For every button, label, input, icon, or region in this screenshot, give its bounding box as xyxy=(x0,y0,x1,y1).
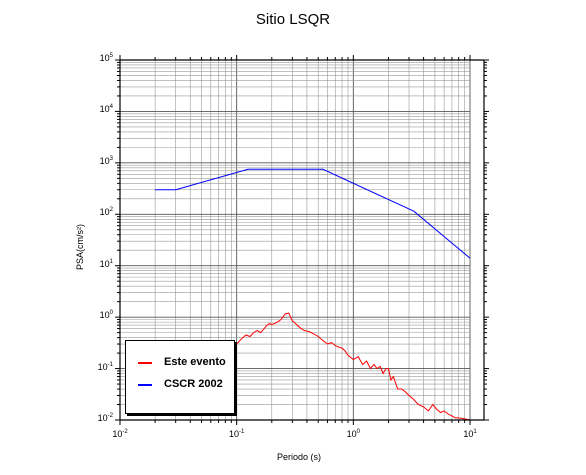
legend-swatch-blue xyxy=(138,384,152,386)
y-tick-label: 101 xyxy=(99,258,113,269)
y-tick-label: 100 xyxy=(99,310,113,321)
legend-item-cscr-2002: CSCR 2002 xyxy=(126,378,234,392)
x-tick-label: 10-2 xyxy=(112,429,128,439)
x-axis-label: Periodo (s) xyxy=(276,452,321,462)
legend-label: CSCR 2002 xyxy=(164,378,223,390)
y-axis-label: PSA(cm/s²) xyxy=(75,224,85,270)
y-tick-label: 103 xyxy=(99,155,113,166)
series-line-1 xyxy=(155,168,471,259)
y-tick-label: 105 xyxy=(99,53,113,63)
y-tick-label: 102 xyxy=(99,207,113,218)
legend: Este evento CSCR 2002 xyxy=(125,340,235,414)
x-tick-label: 10-1 xyxy=(228,429,245,439)
x-tick-label: 101 xyxy=(463,429,477,439)
legend-label: Este evento xyxy=(164,356,226,368)
legend-swatch-red xyxy=(138,362,152,364)
y-tick-label: 10-2 xyxy=(97,413,113,423)
plot-frame xyxy=(115,55,489,425)
y-tick-label: 10-1 xyxy=(97,361,113,372)
legend-item-este-evento: Este evento xyxy=(126,356,234,370)
chart-title: Sitio LSQR xyxy=(255,11,331,28)
grid-lines xyxy=(119,59,471,421)
series-lines xyxy=(155,168,471,421)
y-tick-label: 104 xyxy=(99,104,113,115)
series-line-0 xyxy=(236,312,471,421)
x-tick-label: 100 xyxy=(346,429,360,439)
